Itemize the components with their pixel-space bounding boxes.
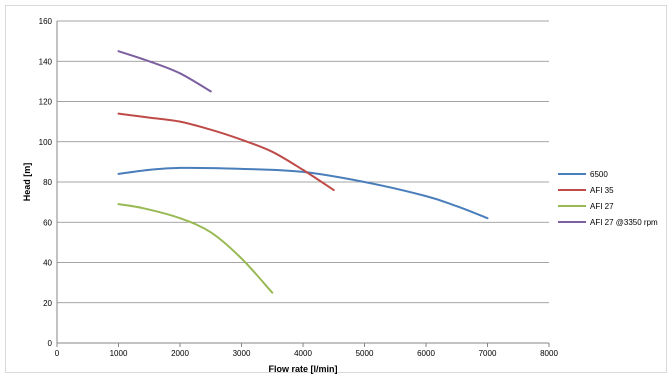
y-tick-label: 80 [43, 178, 52, 187]
x-tick-label: 1000 [110, 349, 128, 358]
x-tick-label: 0 [55, 349, 60, 358]
legend-label-afi-35: AFI 35 [590, 186, 614, 195]
y-tick-label: 40 [43, 259, 52, 268]
y-tick-label: 140 [39, 57, 53, 66]
x-tick-label: 6000 [417, 349, 435, 358]
chart-frame [5, 5, 667, 373]
y-tick-label: 160 [39, 17, 53, 26]
series-line-afi-27-3350-rpm [117, 50, 212, 93]
legend-label-6500: 6500 [590, 170, 608, 179]
y-tick-label: 100 [39, 138, 53, 147]
y-tick-label: 120 [39, 98, 53, 107]
x-tick-label: 3000 [233, 349, 251, 358]
y-tick-label: 20 [43, 299, 52, 308]
x-axis-title: Flow rate [l/min] [268, 364, 337, 374]
legend-label-afi-27: AFI 27 [590, 202, 614, 211]
x-tick-label: 4000 [294, 349, 312, 358]
x-tick-label: 7000 [479, 349, 497, 358]
series-line-afi-27 [117, 203, 274, 294]
x-tick-label: 5000 [356, 349, 374, 358]
series-line-afi-35 [117, 112, 335, 192]
y-tick-label: 60 [43, 218, 52, 227]
y-axis-title: Head [m] [22, 163, 32, 202]
x-tick-label: 8000 [540, 349, 558, 358]
series-line-6500 [117, 166, 489, 220]
x-tick-label: 2000 [171, 349, 189, 358]
y-tick-label: 0 [48, 339, 53, 348]
legend-label-afi-27-3350-rpm: AFI 27 @3350 rpm [590, 218, 658, 227]
